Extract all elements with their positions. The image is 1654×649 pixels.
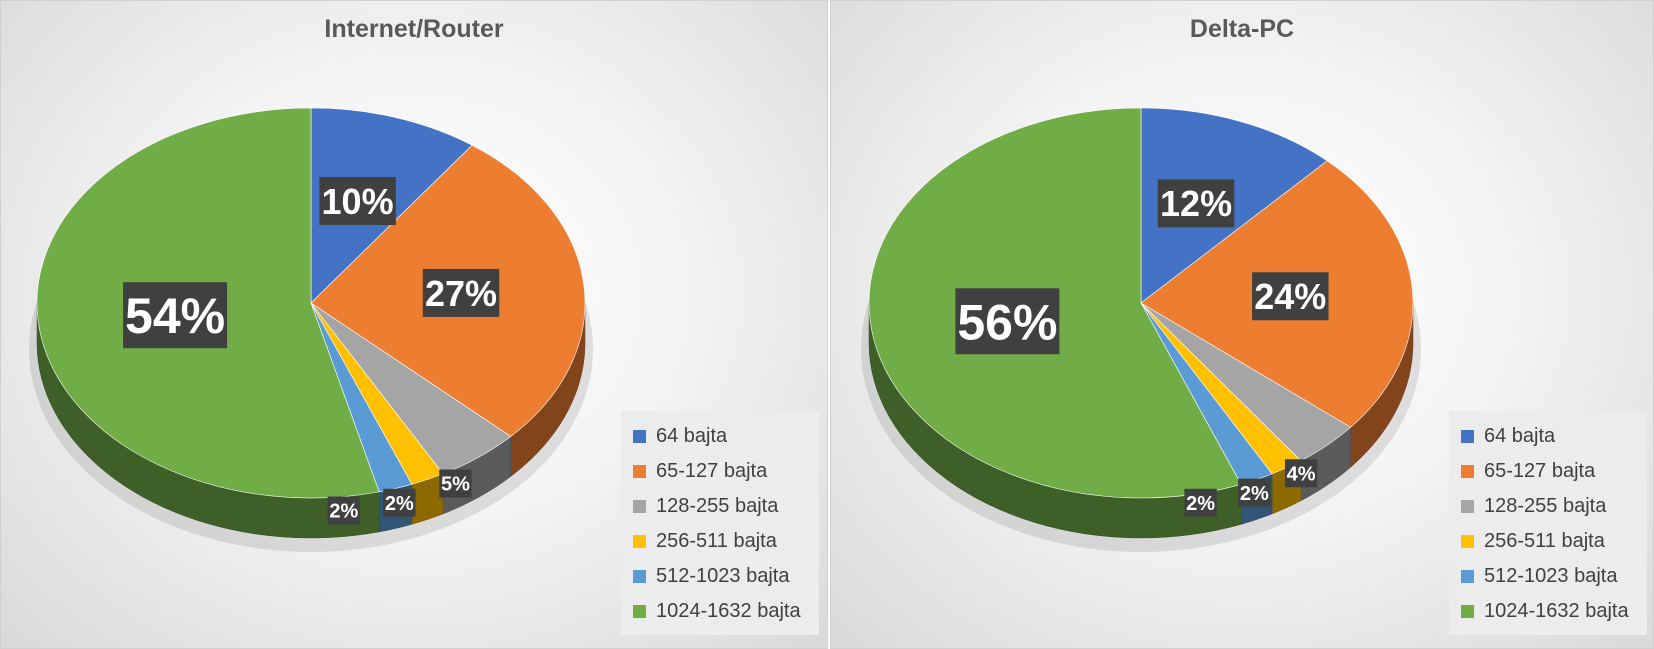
chart-legend: 64 bajta 65-127 bajta 128-255 bajta 256-511… [1449, 411, 1647, 635]
legend-item-256-511-bajta: 256-511 bajta [621, 524, 819, 559]
legend-swatch [1461, 465, 1474, 478]
data-label-text: 5% [441, 474, 470, 496]
data-label-text: 2% [1186, 493, 1215, 515]
pie-chart-delta-pc: 12% 24% 4% 2% 2% 56% [861, 107, 1421, 552]
legend-label: 128-255 bajta [1484, 495, 1607, 517]
legend-swatch [1461, 535, 1474, 548]
data-label-text: 2% [385, 493, 414, 515]
data-label-box [422, 268, 500, 317]
data-label-box [439, 469, 472, 498]
data-label-box [1184, 488, 1217, 517]
data-label-65-127-bajta: 27% [422, 268, 500, 317]
data-label-512-1023-bajta: 2% [327, 496, 361, 525]
legend-label: 512-1023 bajta [656, 565, 790, 587]
legend-item-65-127-bajta: 65-127 bajta [1449, 454, 1647, 489]
legend-item-128-255-bajta: 128-255 bajta [1449, 489, 1647, 524]
legend-item-128-255-bajta: 128-255 bajta [621, 489, 819, 524]
data-label-text: 24% [1254, 276, 1326, 317]
legend-swatch [633, 535, 646, 548]
data-label-text: 2% [1240, 483, 1269, 505]
legend-label: 256-511 bajta [656, 530, 777, 552]
legend-label: 256-511 bajta [1484, 530, 1605, 552]
legend-swatch [633, 500, 646, 513]
chart-legend: 64 bajta 65-127 bajta 128-255 bajta 256-511… [621, 411, 819, 635]
legend-label: 1024-1632 bajta [1484, 600, 1629, 622]
legend-swatch [633, 430, 646, 443]
legend-item-64-bajta: 64 bajta [621, 419, 819, 454]
legend-swatch [633, 570, 646, 583]
legend-label: 65-127 bajta [656, 460, 768, 482]
legend-swatch [633, 465, 646, 478]
chart-title: Internet/Router [324, 15, 504, 43]
legend-label: 512-1023 bajta [1484, 565, 1618, 587]
legend-item-256-511-bajta: 256-511 bajta [1449, 524, 1647, 559]
data-label-text: 2% [329, 501, 358, 523]
legend-item-1024-1632-bajta: 1024-1632 bajta [621, 594, 819, 629]
legend-swatch [1461, 605, 1474, 618]
data-label-512-1023-bajta: 2% [1184, 488, 1217, 517]
data-label-box [327, 496, 361, 525]
chart-title: Delta-PC [1189, 15, 1295, 43]
legend-label: 1024-1632 bajta [656, 600, 801, 622]
data-label-box [383, 488, 416, 517]
data-label-256-511-bajta: 2% [1238, 478, 1271, 507]
data-label-text: 10% [322, 181, 394, 222]
data-label-256-511-bajta: 2% [383, 488, 416, 517]
legend-label: 65-127 bajta [1484, 460, 1596, 482]
legend-swatch [1461, 500, 1474, 513]
legend-label: 128-255 bajta [656, 495, 779, 517]
legend-item-64-bajta: 64 bajta [1449, 419, 1647, 454]
data-label-text: 12% [1160, 183, 1232, 224]
chart-panel-internet-router: Internet/Router 10% 27% 5% 2% 2% 54% 64 bajta… [0, 0, 828, 649]
legend-item-65-127-bajta: 65-127 bajta [621, 454, 819, 489]
data-label-box [319, 176, 396, 225]
data-label-text: 27% [425, 273, 497, 314]
pie-chart-internet-router: 10% 27% 5% 2% 2% 54% [29, 107, 593, 552]
data-label-box [1284, 459, 1318, 488]
data-label-box [1238, 478, 1271, 507]
legend-item-512-1023-bajta: 512-1023 bajta [1449, 559, 1647, 594]
data-label-box [1157, 179, 1235, 228]
data-label-64-bajta: 10% [319, 176, 396, 225]
data-label-1024-1632-bajta: 54% [123, 282, 228, 349]
legend-swatch [1461, 430, 1474, 443]
legend-label: 64 bajta [1484, 425, 1556, 447]
legend-item-1024-1632-bajta: 1024-1632 bajta [1449, 594, 1647, 629]
legend-swatch [1461, 570, 1474, 583]
data-label-1024-1632-bajta: 56% [955, 288, 1060, 355]
data-label-64-bajta: 12% [1157, 179, 1235, 228]
data-label-128-255-bajta: 4% [1284, 459, 1318, 488]
data-label-box [1252, 272, 1329, 321]
legend-label: 64 bajta [656, 425, 728, 447]
data-label-128-255-bajta: 5% [439, 469, 472, 498]
chart-panel-delta-pc: Delta-PC 12% 24% 4% 2% 2% 56% 64 bajta 65-127 … [830, 0, 1654, 649]
legend-swatch [633, 605, 646, 618]
data-label-text: 56% [957, 294, 1057, 350]
data-label-box [123, 282, 228, 349]
data-label-text: 4% [1287, 463, 1316, 485]
data-label-box [955, 288, 1060, 355]
data-label-text: 54% [125, 288, 225, 344]
legend-item-512-1023-bajta: 512-1023 bajta [621, 559, 819, 594]
data-label-65-127-bajta: 24% [1252, 272, 1329, 321]
